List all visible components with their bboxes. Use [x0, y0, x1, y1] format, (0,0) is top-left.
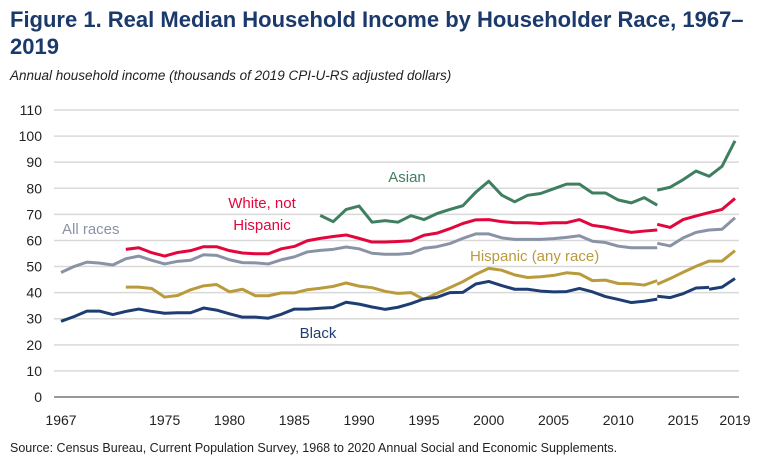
chart-subtitle: Annual household income (thousands of 20…: [10, 68, 452, 83]
series-line-asian: [656, 140, 737, 192]
y-tick-label: 100: [19, 128, 43, 144]
x-tick-label: 2019: [719, 412, 750, 428]
x-tick-label: 2010: [603, 412, 634, 428]
y-tick-label: 70: [26, 206, 42, 222]
x-tick-label: 2000: [473, 412, 504, 428]
chart-title: Figure 1. Real Median Household Income b…: [10, 7, 744, 59]
x-tick-label: 1985: [279, 412, 310, 428]
series-line-asian: [319, 179, 658, 224]
x-tick-label: 1967: [45, 412, 76, 428]
series-line-all-races: [656, 216, 736, 248]
series-line-black: [657, 285, 710, 300]
series-line-hispanic-any-race: [125, 266, 658, 301]
series-label: Hispanic: [233, 217, 291, 234]
y-tick-label: 60: [26, 232, 42, 248]
x-tick-label: 2005: [538, 412, 569, 428]
series-label: White, not: [228, 195, 296, 212]
y-tick-label: 50: [26, 259, 42, 275]
y-tick-label: 90: [26, 154, 42, 170]
series-label: Hispanic (any race): [470, 248, 599, 265]
series-line-white-not-hispanic: [125, 218, 658, 258]
y-tick-label: 10: [26, 363, 42, 379]
series-line-black: [708, 277, 736, 291]
y-tick-label: 40: [26, 285, 42, 301]
x-tick-label: 1990: [344, 412, 375, 428]
series-label: Asian: [388, 169, 426, 186]
y-tick-label: 0: [34, 389, 42, 405]
x-tick-label: 1975: [149, 412, 180, 428]
series-line-black: [60, 279, 658, 323]
series-line-white-not-hispanic: [656, 197, 736, 229]
x-tick-label: 1995: [408, 412, 439, 428]
y-tick-label: 110: [20, 102, 43, 118]
series-line-hispanic-any-race: [656, 249, 736, 286]
x-tick-label: 2015: [668, 412, 699, 428]
series-label: All races: [62, 221, 120, 238]
series-line-all-races: [60, 232, 658, 274]
x-tick-label: 1980: [214, 412, 245, 428]
series-label: Black: [300, 325, 337, 342]
y-tick-label: 80: [26, 180, 42, 196]
y-tick-label: 20: [26, 337, 42, 353]
source-note: Source: Census Bureau, Current Populatio…: [10, 441, 618, 455]
y-tick-label: 30: [26, 311, 42, 327]
